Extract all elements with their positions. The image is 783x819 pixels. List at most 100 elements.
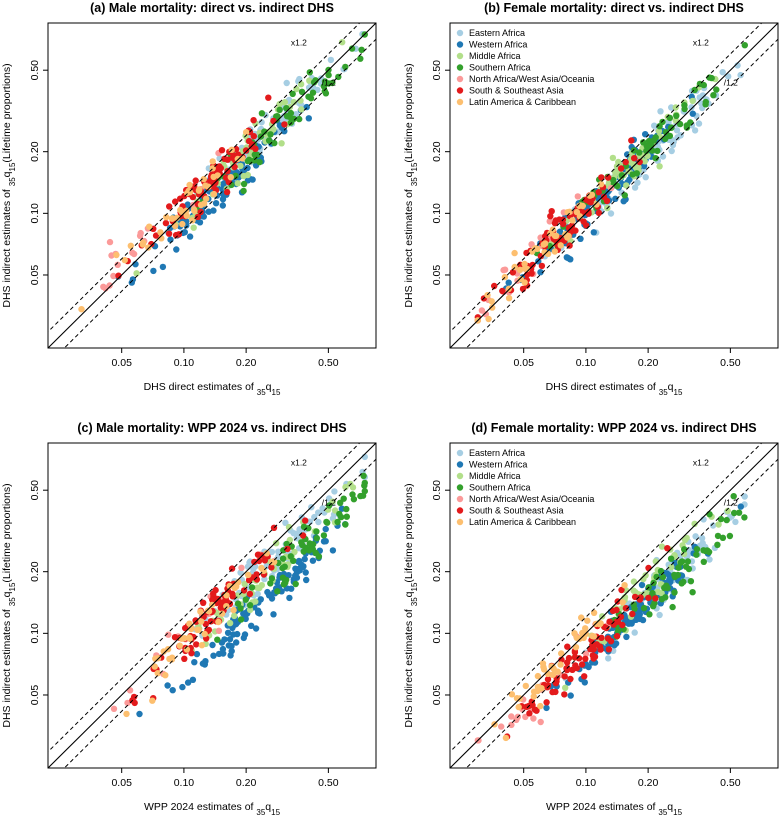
point-latin-america-caribbean: [569, 217, 576, 224]
x-tick-label: 0.05: [513, 777, 534, 789]
x-tick-label: 0.20: [638, 777, 659, 789]
point-latin-america-caribbean: [551, 248, 558, 255]
scatter-points: [474, 493, 748, 744]
point-south-southeast-asia: [210, 590, 217, 597]
point-western-africa: [220, 650, 227, 657]
point-south-southeast-asia: [559, 220, 567, 228]
y-tick-label: 0.05: [29, 685, 41, 706]
point-middle-africa: [609, 154, 617, 162]
point-south-southeast-asia: [607, 638, 615, 645]
point-south-southeast-asia: [645, 564, 652, 572]
y-axis-label: DHS indirect estimates of 35q15(Lifetime…: [1, 63, 17, 307]
point-latin-america-caribbean: [178, 635, 185, 642]
point-western-africa: [737, 503, 744, 510]
point-southern-africa: [287, 109, 295, 117]
y-axis-letter: q: [403, 591, 415, 597]
x-axis-post-sub: 15: [271, 808, 280, 817]
y-axis-label-suffix: (Lifetime proportions): [403, 63, 415, 162]
point-latin-america-caribbean: [197, 608, 204, 615]
point-southern-africa: [676, 120, 684, 128]
point-south-southeast-asia: [229, 590, 236, 597]
point-south-southeast-asia: [597, 646, 604, 653]
point-western-africa: [285, 572, 292, 579]
point-southern-africa: [682, 563, 690, 570]
point-middle-africa: [246, 606, 254, 614]
point-latin-america-caribbean: [521, 279, 528, 286]
point-eastern-africa: [695, 120, 703, 127]
y-axis-post-sub: 15: [410, 162, 419, 171]
legend-marker: [456, 29, 464, 37]
point-southern-africa: [730, 493, 737, 500]
point-eastern-africa: [282, 519, 289, 526]
point-western-africa: [193, 650, 201, 658]
point-southern-africa: [671, 589, 678, 596]
point-southern-africa: [631, 605, 638, 612]
y-tick-label: 0.20: [29, 141, 41, 162]
point-north-africa-west-asia-oceania: [500, 266, 507, 274]
point-southern-africa: [677, 559, 684, 566]
point-south-southeast-asia: [532, 706, 540, 714]
point-southern-africa: [267, 131, 274, 138]
point-south-southeast-asia: [591, 653, 599, 660]
point-eastern-africa: [656, 611, 663, 619]
point-latin-america-caribbean: [157, 229, 164, 236]
point-latin-america-caribbean: [209, 158, 216, 165]
x-tick-label: 0.10: [576, 357, 597, 369]
point-southern-africa: [357, 492, 364, 500]
y-axis-label-suffix: (Lifetime proportions): [1, 63, 13, 162]
point-latin-america-caribbean: [534, 672, 542, 680]
point-western-africa: [299, 563, 307, 571]
y-tick-label: 0.20: [431, 141, 443, 162]
point-south-southeast-asia: [565, 654, 573, 662]
x-axis-label: DHS direct estimates of 35q15: [144, 381, 281, 397]
point-eastern-africa: [673, 127, 681, 134]
point-southern-africa: [652, 155, 659, 162]
point-south-southeast-asia: [558, 656, 565, 663]
point-southern-africa: [265, 137, 273, 144]
point-southern-africa: [671, 573, 679, 581]
point-southern-africa: [274, 113, 281, 120]
point-southern-africa: [667, 124, 675, 131]
y-axis-letter: q: [1, 591, 13, 597]
point-middle-africa: [656, 163, 663, 170]
point-eastern-africa: [732, 518, 739, 526]
point-south-southeast-asia: [172, 198, 179, 205]
point-latin-america-caribbean: [549, 671, 557, 678]
point-western-africa: [535, 258, 542, 265]
x-tick-label: 0.20: [236, 357, 257, 369]
point-latin-america-caribbean: [589, 632, 596, 640]
point-north-africa-west-asia-oceania: [582, 650, 590, 658]
point-south-southeast-asia: [598, 634, 605, 641]
point-western-africa: [303, 576, 310, 584]
x-tick-label: 0.20: [236, 777, 257, 789]
point-southern-africa: [312, 549, 319, 557]
y-tick-label: 0.50: [431, 480, 443, 501]
point-latin-america-caribbean: [205, 183, 212, 190]
y-axis-post-sub: 15: [8, 582, 17, 591]
point-south-southeast-asia: [578, 661, 586, 668]
point-south-southeast-asia: [181, 655, 188, 662]
point-western-africa: [210, 652, 217, 659]
point-southern-africa: [633, 170, 640, 177]
panel-title: (b) Female mortality: direct vs. indirec…: [484, 1, 744, 15]
point-north-africa-west-asia-oceania: [126, 687, 134, 694]
lower-ratio-line: [465, 38, 778, 348]
legend-marker: [456, 64, 464, 71]
point-latin-america-caribbean: [201, 630, 208, 638]
point-south-southeast-asia: [217, 165, 224, 172]
point-south-southeast-asia: [552, 688, 559, 696]
point-middle-africa: [231, 612, 238, 620]
point-southern-africa: [636, 149, 643, 156]
scatter-points: [78, 30, 368, 313]
legend-marker: [456, 484, 464, 491]
legend-marker: [456, 495, 464, 503]
legend-marker: [456, 41, 464, 48]
point-southern-africa: [251, 157, 258, 164]
point-western-africa: [234, 630, 241, 638]
point-middle-africa: [630, 578, 638, 585]
legend-marker: [456, 52, 464, 60]
point-south-southeast-asia: [636, 158, 643, 166]
point-latin-america-caribbean: [572, 644, 580, 651]
x-tick-label: 0.05: [513, 357, 534, 369]
point-north-africa-west-asia-oceania: [215, 627, 223, 634]
